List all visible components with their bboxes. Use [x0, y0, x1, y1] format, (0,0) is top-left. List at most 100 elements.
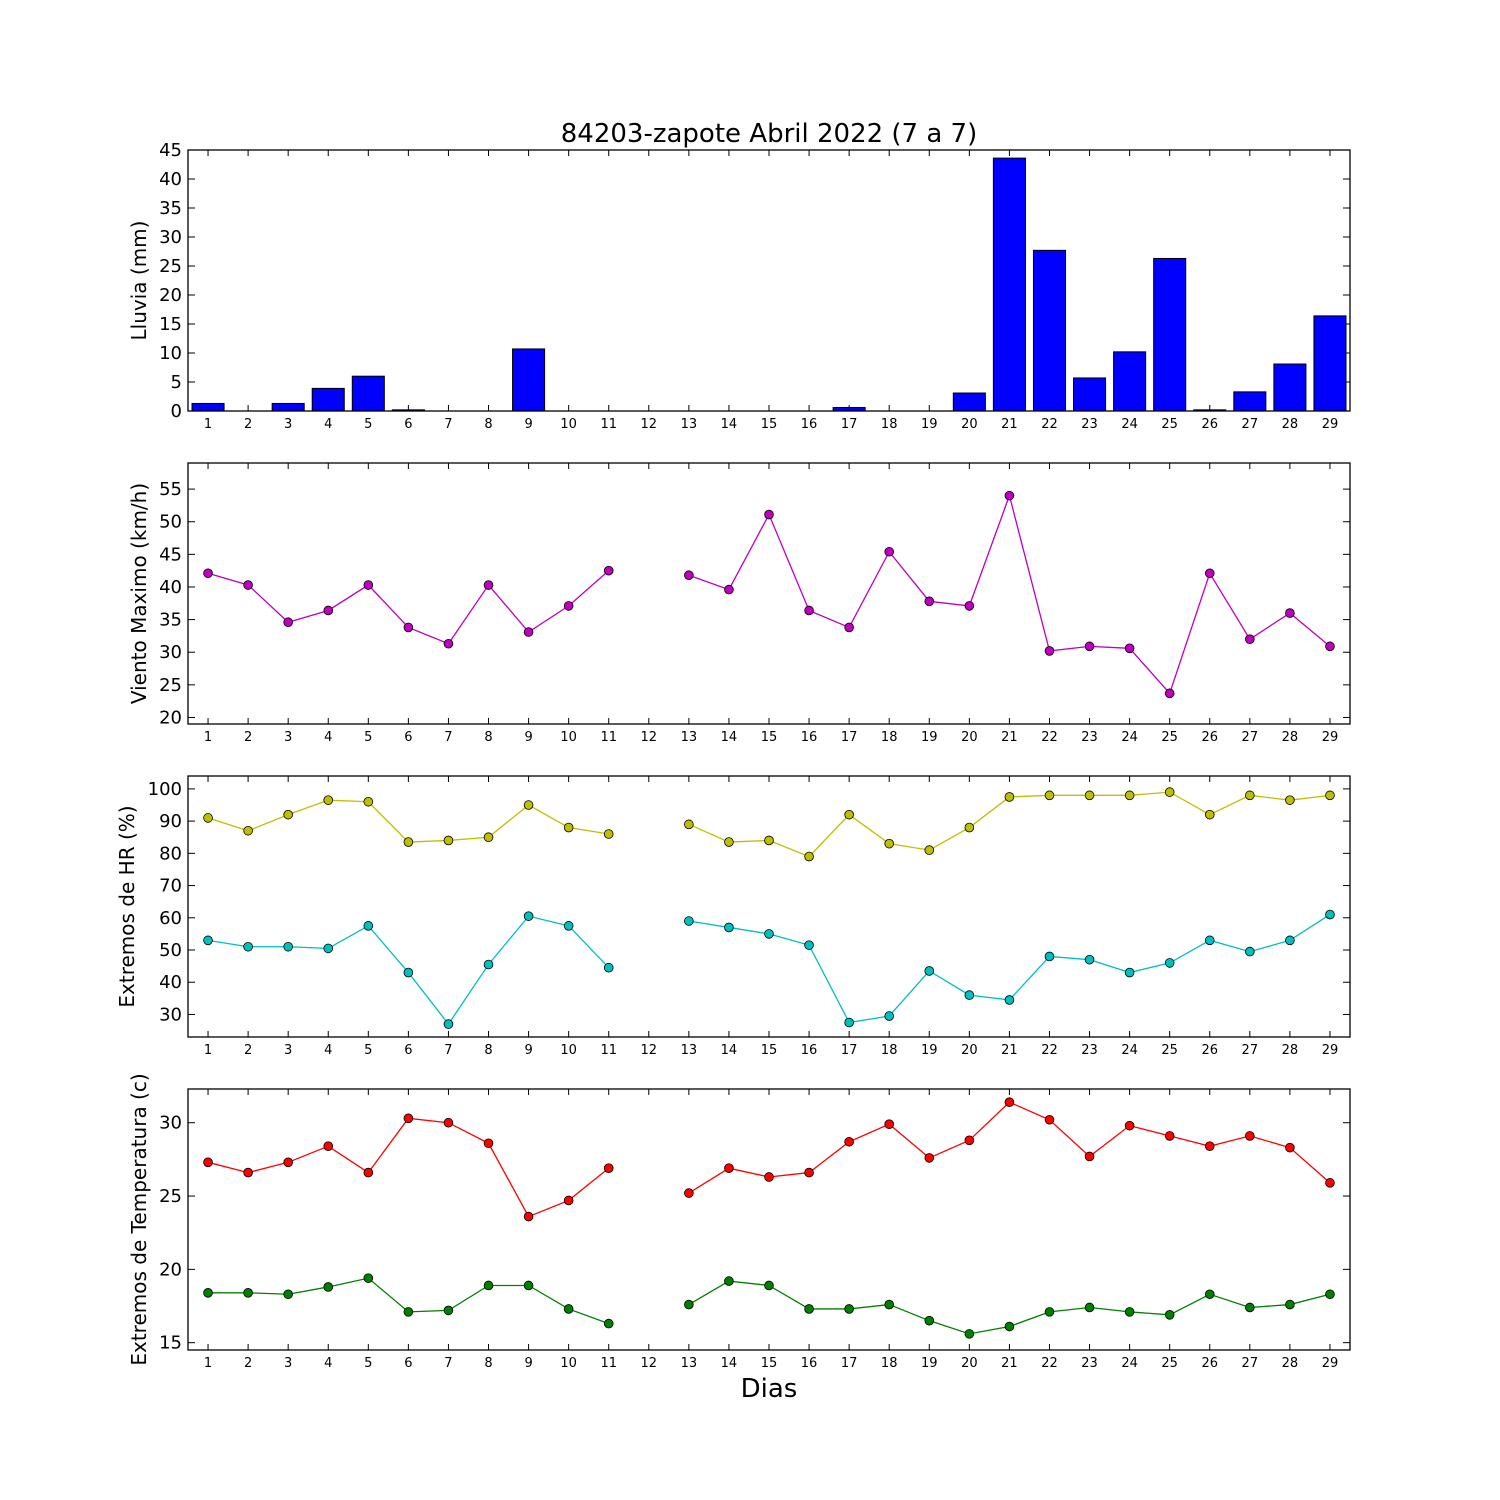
y-tick-label: 50 [159, 512, 182, 533]
x-tick-label: 25 [1161, 1356, 1178, 1371]
y-tick-label: 30 [159, 642, 182, 663]
data-point [363, 1167, 374, 1178]
x-tick-label: 9 [524, 1356, 532, 1371]
data-point [884, 546, 895, 557]
data-point [1004, 1321, 1015, 1332]
x-tick-label: 5 [364, 730, 372, 745]
data-point [1004, 995, 1015, 1005]
y-tick-label: 25 [159, 1186, 182, 1207]
data-point [603, 1163, 614, 1173]
bar [311, 387, 345, 412]
data-point [563, 921, 574, 931]
y-tick-label: 80 [159, 843, 182, 864]
y-tick-label: 30 [159, 1004, 182, 1025]
data-point [1245, 790, 1255, 801]
x-tick-label: 7 [444, 417, 452, 432]
data-point [203, 1288, 213, 1298]
y-tick-label: 35 [159, 610, 182, 631]
x-tick-label: 15 [761, 730, 778, 745]
data-point [1325, 909, 1335, 920]
y-tick-label: 20 [159, 285, 182, 306]
data-point [764, 929, 774, 939]
x-tick-label: 18 [881, 1356, 898, 1371]
data-point [363, 1273, 374, 1283]
data-point [403, 622, 414, 633]
x-tick-label: 28 [1282, 1356, 1299, 1371]
x-tick-label: 25 [1161, 1043, 1178, 1058]
data-point [483, 1280, 494, 1291]
data-point [804, 851, 814, 862]
data-point [323, 605, 334, 616]
data-point [1164, 688, 1175, 699]
data-point [804, 1304, 814, 1314]
data-point [523, 800, 534, 810]
x-tick-label: 17 [841, 730, 858, 745]
data-point [563, 1304, 574, 1314]
series-line [688, 914, 1331, 1024]
data-point [844, 1017, 854, 1028]
plot-frame [187, 462, 1351, 725]
x-tick-label: 24 [1121, 730, 1138, 745]
data-point [203, 813, 213, 823]
x-tick-label: 28 [1282, 417, 1299, 432]
x-tick-label: 20 [961, 1356, 978, 1371]
y-axis-label: Viento Maximo (km/h) [127, 483, 151, 704]
plot-frame [187, 1088, 1351, 1351]
data-point [1084, 1151, 1095, 1162]
data-point [363, 796, 374, 807]
data-point [203, 935, 213, 946]
bar [512, 348, 546, 412]
x-tick-label: 24 [1121, 417, 1138, 432]
data-point [1204, 1289, 1215, 1300]
plot-frame [187, 149, 1351, 412]
bar [952, 392, 986, 412]
x-tick-label: 1 [204, 1356, 212, 1371]
data-point [964, 822, 975, 833]
x-tick-label: 8 [484, 1356, 492, 1371]
x-tick-label: 15 [761, 1356, 778, 1371]
x-tick-label: 13 [681, 1043, 698, 1058]
x-tick-label: 10 [560, 1356, 577, 1371]
data-point [1204, 809, 1215, 820]
data-point [283, 809, 293, 820]
x-tick-label: 11 [600, 1356, 617, 1371]
x-tick-label: 19 [921, 1356, 938, 1371]
x-tick-label: 4 [324, 1043, 332, 1058]
y-tick-label: 35 [159, 198, 182, 219]
data-point [1325, 790, 1335, 801]
data-point [724, 1276, 734, 1286]
data-point [323, 1141, 334, 1151]
y-tick-label: 25 [159, 256, 182, 277]
data-point [603, 962, 614, 973]
x-tick-label: 8 [484, 417, 492, 432]
series-line [208, 1277, 609, 1325]
data-point [1044, 1307, 1055, 1317]
data-point [764, 835, 774, 846]
y-tick-label: 5 [171, 372, 182, 393]
x-tick-label: 1 [204, 1043, 212, 1058]
x-tick-label: 12 [641, 417, 658, 432]
data-point [323, 1282, 334, 1292]
y-axis-label: Lluvia (mm) [127, 221, 151, 341]
data-point [323, 943, 334, 954]
y-tick-label: 25 [159, 675, 182, 696]
data-point [483, 832, 494, 843]
bar [1032, 249, 1067, 412]
y-tick-label: 40 [159, 972, 182, 993]
x-tick-label: 28 [1282, 1043, 1299, 1058]
y-tick-label: 30 [159, 227, 182, 248]
data-point [1004, 490, 1015, 501]
data-point [1124, 967, 1135, 978]
y-tick-label: 45 [159, 544, 182, 565]
data-point [483, 1138, 494, 1149]
bar [1113, 351, 1147, 412]
data-point [724, 584, 734, 595]
bar [271, 402, 305, 412]
x-tick-label: 21 [1001, 1043, 1018, 1058]
x-tick-label: 22 [1041, 417, 1058, 432]
data-point [203, 1157, 213, 1168]
x-tick-label: 4 [324, 417, 332, 432]
x-tick-label: 17 [841, 1356, 858, 1371]
data-point [243, 580, 253, 590]
